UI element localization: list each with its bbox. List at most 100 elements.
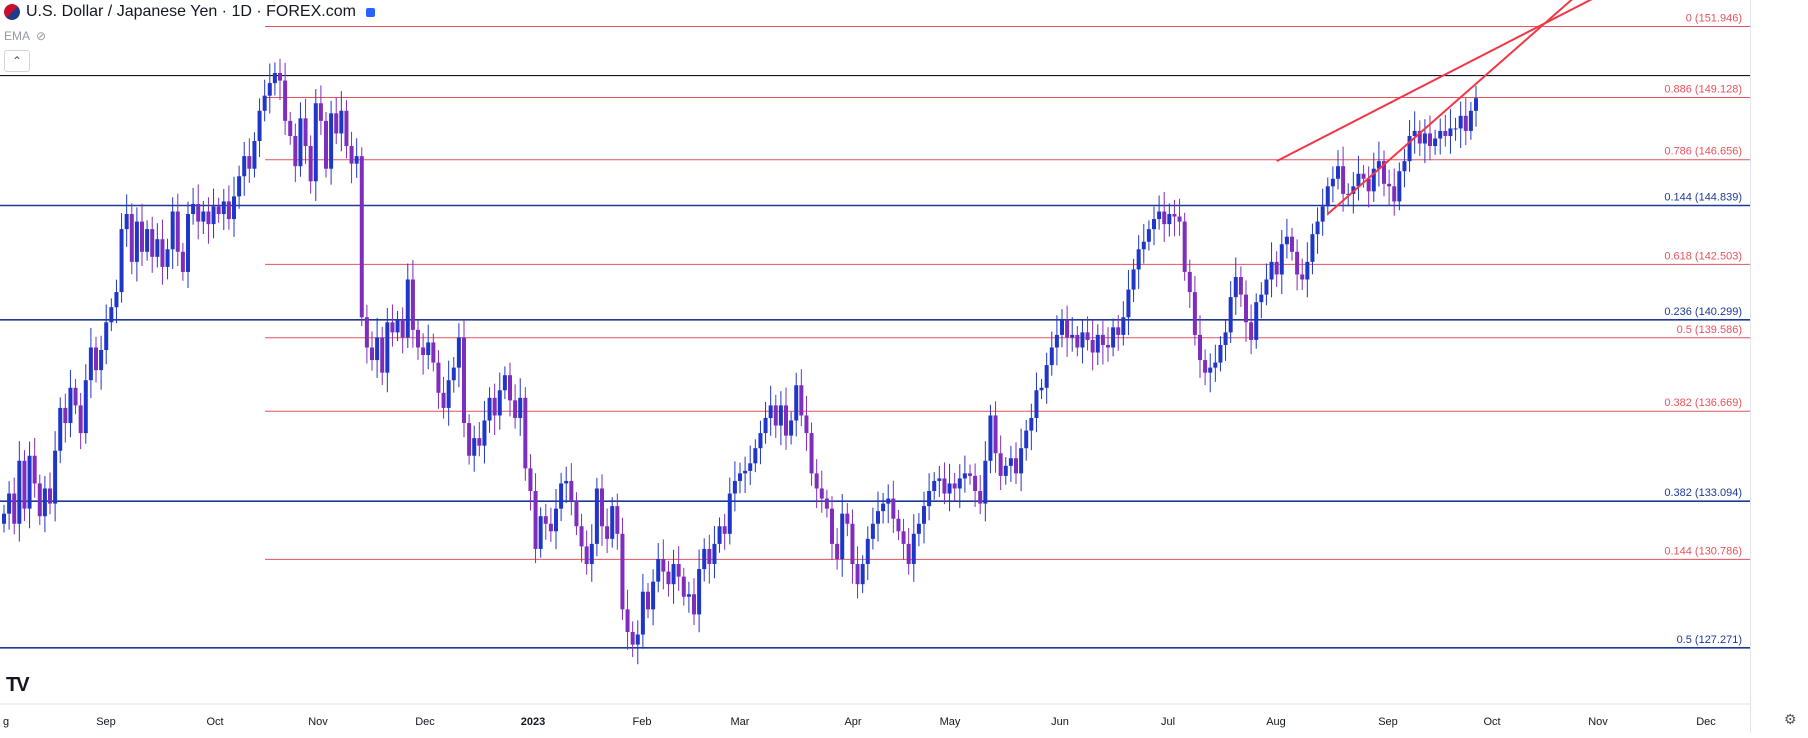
candle[interactable] (738, 473, 742, 481)
candle[interactable] (462, 337, 466, 424)
candle[interactable] (272, 73, 277, 84)
tradingview-logo[interactable]: TV (6, 674, 30, 696)
candle[interactable] (1111, 327, 1116, 348)
candle[interactable] (1019, 448, 1024, 474)
candle[interactable] (1070, 334, 1075, 338)
candle[interactable] (1269, 261, 1274, 280)
candle[interactable] (1192, 292, 1197, 335)
candle[interactable] (12, 493, 17, 524)
candle[interactable] (686, 594, 691, 597)
candle[interactable] (354, 156, 359, 164)
candle[interactable] (911, 533, 916, 565)
candle[interactable] (1039, 387, 1044, 391)
candle[interactable] (1474, 98, 1478, 111)
candle[interactable] (237, 176, 242, 197)
candle[interactable] (1448, 128, 1453, 136)
candle[interactable] (1228, 297, 1233, 333)
candle[interactable] (160, 239, 165, 267)
candle[interactable] (390, 322, 395, 333)
candle[interactable] (385, 322, 390, 373)
candle[interactable] (502, 375, 507, 391)
candle[interactable] (242, 156, 247, 177)
candle[interactable] (380, 337, 385, 373)
candle[interactable] (1407, 135, 1412, 162)
candle[interactable] (186, 214, 190, 272)
candle[interactable] (743, 470, 748, 474)
candle[interactable] (421, 347, 426, 356)
candle[interactable] (891, 498, 896, 519)
candle[interactable] (145, 229, 150, 252)
candle[interactable] (835, 543, 840, 559)
candle[interactable] (104, 322, 109, 350)
candle[interactable] (830, 508, 834, 544)
candle[interactable] (543, 516, 548, 524)
candle[interactable] (456, 337, 461, 368)
candle[interactable] (1095, 334, 1100, 353)
candle[interactable] (666, 571, 671, 585)
candle[interactable] (1264, 279, 1269, 295)
candle[interactable] (293, 135, 298, 167)
candle[interactable] (124, 214, 129, 230)
candle[interactable] (927, 491, 932, 507)
candle[interactable] (1433, 138, 1438, 147)
candle[interactable] (155, 239, 160, 257)
candle[interactable] (610, 506, 615, 539)
candle[interactable] (313, 103, 318, 182)
candle[interactable] (83, 380, 88, 434)
candle[interactable] (988, 415, 993, 461)
candle[interactable] (1438, 130, 1443, 139)
candle[interactable] (651, 581, 656, 610)
candle[interactable] (794, 385, 799, 421)
candle[interactable] (37, 483, 42, 517)
candle[interactable] (697, 569, 702, 615)
candle[interactable] (1054, 334, 1059, 348)
candle[interactable] (1244, 294, 1248, 323)
candle[interactable] (712, 543, 717, 565)
candle[interactable] (226, 201, 231, 220)
candle[interactable] (119, 229, 124, 293)
candle[interactable] (548, 523, 553, 532)
candle[interactable] (998, 453, 1003, 476)
candle[interactable] (1361, 173, 1366, 179)
candle[interactable] (324, 120, 328, 169)
candle[interactable] (1422, 133, 1427, 144)
candle[interactable] (748, 463, 753, 471)
candle[interactable] (1315, 221, 1320, 235)
candle[interactable] (1049, 347, 1054, 366)
candle[interactable] (472, 438, 477, 456)
settings-gear-icon[interactable]: ⚙ (1784, 711, 1797, 727)
candle[interactable] (569, 480, 574, 502)
candle[interactable] (283, 80, 288, 121)
candle[interactable] (134, 221, 139, 262)
price-axis[interactable] (1750, 0, 1808, 733)
candle[interactable] (22, 460, 27, 509)
candle[interactable] (722, 526, 727, 534)
candle[interactable] (1198, 334, 1202, 361)
candle[interactable] (1141, 241, 1146, 250)
candle[interactable] (916, 523, 921, 534)
candle[interactable] (692, 594, 696, 615)
candle[interactable] (1162, 211, 1167, 225)
candle[interactable] (727, 493, 732, 534)
candle[interactable] (170, 211, 175, 250)
candle[interactable] (1024, 430, 1029, 449)
symbol-title[interactable]: U.S. Dollar / Japanese Yen · 1D · FOREX.… (26, 3, 356, 20)
candle[interactable] (753, 448, 758, 464)
candle[interactable] (201, 211, 206, 222)
candle[interactable] (625, 609, 630, 633)
candle[interactable] (978, 491, 983, 504)
candle[interactable] (1376, 161, 1381, 169)
candle[interactable] (656, 558, 661, 582)
candle[interactable] (1397, 171, 1402, 202)
candle[interactable] (441, 392, 446, 408)
candle[interactable] (600, 488, 604, 527)
candle[interactable] (17, 460, 22, 524)
candle[interactable] (1238, 276, 1243, 295)
candle[interactable] (906, 543, 911, 565)
candle[interactable] (1182, 221, 1187, 272)
candle[interactable] (1412, 130, 1417, 136)
candle[interactable] (840, 513, 845, 559)
eye-slash-icon[interactable]: ⊘ (36, 29, 47, 43)
candle[interactable] (533, 491, 538, 549)
